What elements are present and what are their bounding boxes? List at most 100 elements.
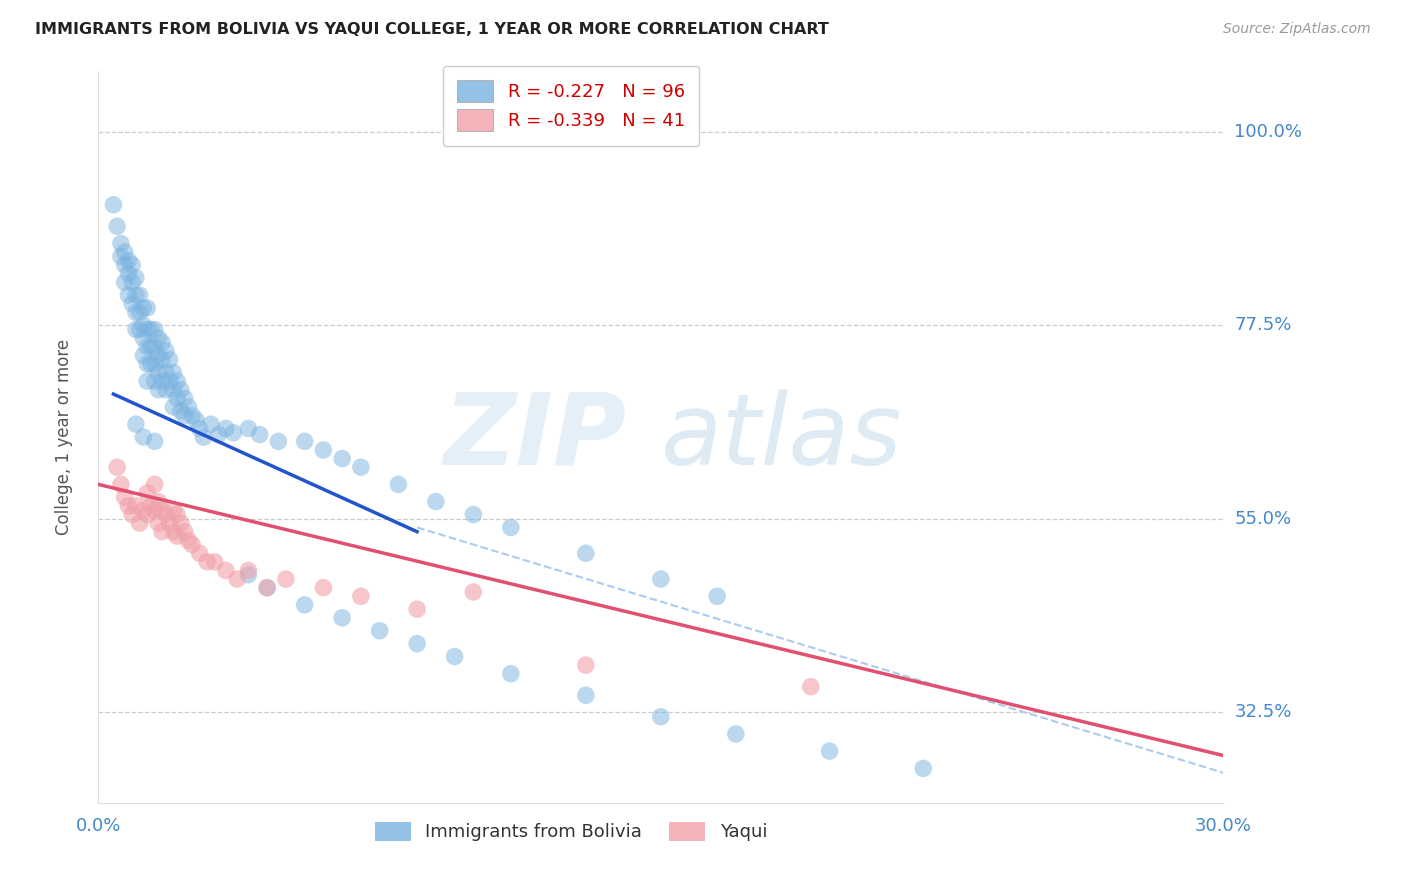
Point	[139, 499, 162, 513]
Point	[463, 508, 485, 522]
Point	[132, 331, 155, 345]
Point	[121, 275, 143, 289]
Point	[136, 322, 159, 336]
Point	[706, 589, 728, 603]
Point	[155, 366, 177, 380]
Point	[330, 451, 353, 466]
Point	[425, 494, 447, 508]
Point	[256, 581, 278, 595]
Text: 77.5%: 77.5%	[1234, 316, 1292, 334]
Point	[207, 427, 229, 442]
Point	[132, 348, 155, 362]
Point	[132, 301, 155, 315]
Point	[193, 430, 215, 444]
Point	[148, 494, 170, 508]
Point	[162, 400, 184, 414]
Point	[195, 555, 218, 569]
Point	[406, 602, 429, 616]
Point	[150, 374, 173, 388]
Point	[267, 434, 290, 449]
Point	[110, 477, 132, 491]
Legend: Immigrants from Bolivia, Yaqui: Immigrants from Bolivia, Yaqui	[367, 814, 775, 848]
Point	[166, 392, 188, 406]
Point	[143, 477, 166, 491]
Point	[818, 744, 841, 758]
Point	[256, 581, 278, 595]
Point	[121, 258, 143, 272]
Point	[148, 383, 170, 397]
Point	[143, 322, 166, 336]
Point	[117, 288, 139, 302]
Point	[114, 245, 136, 260]
Point	[181, 409, 204, 423]
Y-axis label: College, 1 year or more: College, 1 year or more	[55, 339, 73, 535]
Point	[121, 296, 143, 310]
Point	[312, 581, 335, 595]
Text: IMMIGRANTS FROM BOLIVIA VS YAQUI COLLEGE, 1 YEAR OR MORE CORRELATION CHART: IMMIGRANTS FROM BOLIVIA VS YAQUI COLLEGE…	[35, 22, 830, 37]
Point	[114, 258, 136, 272]
Point	[312, 442, 335, 457]
Point	[139, 357, 162, 371]
Point	[650, 572, 672, 586]
Point	[387, 477, 409, 491]
Point	[132, 430, 155, 444]
Point	[117, 253, 139, 268]
Text: Source: ZipAtlas.com: Source: ZipAtlas.com	[1223, 22, 1371, 37]
Point	[188, 421, 211, 435]
Point	[650, 710, 672, 724]
Point	[575, 658, 598, 673]
Point	[136, 374, 159, 388]
Point	[499, 520, 522, 534]
Point	[200, 417, 222, 432]
Point	[162, 524, 184, 539]
Point	[143, 434, 166, 449]
Point	[155, 383, 177, 397]
Point	[132, 318, 155, 333]
Point	[148, 366, 170, 380]
Point	[128, 305, 150, 319]
Point	[148, 331, 170, 345]
Point	[114, 491, 136, 505]
Point	[143, 340, 166, 354]
Point	[128, 322, 150, 336]
Point	[274, 572, 297, 586]
Point	[249, 427, 271, 442]
Point	[368, 624, 391, 638]
Point	[136, 301, 159, 315]
Point	[162, 503, 184, 517]
Point	[499, 666, 522, 681]
Point	[181, 538, 204, 552]
Text: atlas: atlas	[661, 389, 903, 485]
Point	[128, 516, 150, 530]
Point	[575, 688, 598, 702]
Point	[184, 413, 207, 427]
Point	[912, 761, 935, 775]
Point	[177, 400, 200, 414]
Point	[150, 335, 173, 350]
Point	[170, 516, 193, 530]
Point	[159, 516, 181, 530]
Point	[188, 546, 211, 560]
Point	[173, 392, 195, 406]
Point	[800, 680, 823, 694]
Point	[125, 322, 148, 336]
Point	[575, 546, 598, 560]
Point	[117, 499, 139, 513]
Point	[724, 727, 747, 741]
Point	[114, 275, 136, 289]
Point	[136, 340, 159, 354]
Point	[215, 421, 238, 435]
Point	[173, 524, 195, 539]
Point	[125, 288, 148, 302]
Point	[173, 409, 195, 423]
Point	[125, 417, 148, 432]
Point	[226, 572, 249, 586]
Point	[121, 508, 143, 522]
Text: ZIP: ZIP	[444, 389, 627, 485]
Point	[155, 344, 177, 359]
Point	[143, 374, 166, 388]
Point	[136, 508, 159, 522]
Point	[215, 564, 238, 578]
Point	[238, 421, 260, 435]
Point	[110, 236, 132, 251]
